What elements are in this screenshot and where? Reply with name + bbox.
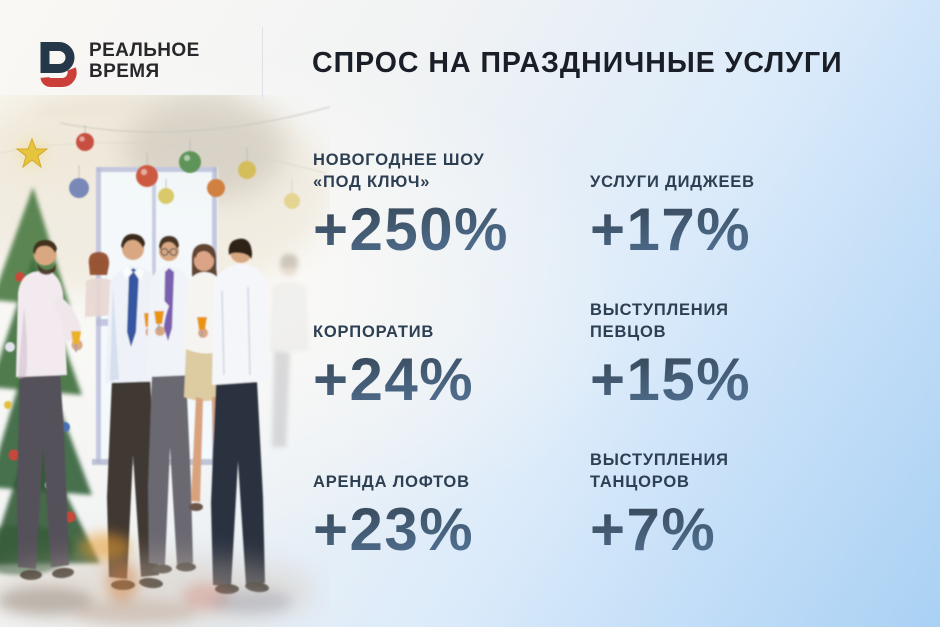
- garland: [0, 106, 330, 209]
- stat-value: +17%: [590, 196, 752, 263]
- stat-label: НОВОГОДНЕЕ ШОУ «ПОД КЛЮЧ»: [313, 151, 485, 192]
- stats-grid: НОВОГОДНЕЕ ШОУ «ПОД КЛЮЧ» +250% УСЛУГИ Д…: [313, 108, 913, 563]
- stat-label: КОРПОРАТИВ: [313, 323, 435, 342]
- stat-value: +7%: [590, 496, 717, 563]
- person-back-man: [211, 238, 270, 594]
- floor-shadows: [0, 533, 315, 627]
- stat-value: +15%: [590, 346, 752, 413]
- person-faint: [269, 254, 309, 447]
- header-divider: [262, 27, 263, 99]
- realnoe-vremya-logo-icon: [40, 42, 77, 87]
- stat-card-novogodnee-shou: НОВОГОДНЕЕ ШОУ «ПОД КЛЮЧ» +250%: [313, 108, 590, 263]
- stat-card-korporativ: КОРПОРАТИВ +24%: [313, 258, 590, 413]
- header: РЕАЛЬНОЕ ВРЕМЯ СПРОС НА ПРАЗДНИЧНЫЕ УСЛУ…: [0, 0, 940, 110]
- stat-label: ВЫСТУПЛЕНИЯ ТАНЦОРОВ: [590, 451, 729, 492]
- person-bearded-man: [16, 240, 83, 580]
- stat-label: УСЛУГИ ДИДЖЕЕВ: [590, 173, 755, 192]
- stat-value: +250%: [313, 196, 509, 263]
- page-title: СПРОС НА ПРАЗДНИЧНЫЕ УСЛУГИ: [312, 47, 843, 79]
- stat-label: ВЫСТУПЛЕНИЯ ПЕВЦОВ: [590, 301, 729, 342]
- stat-value: +23%: [313, 496, 475, 563]
- person-glasses-man: [146, 236, 196, 574]
- stat-card-vystupleniya-pevtsov: ВЫСТУПЛЕНИЯ ПЕВЦОВ +15%: [590, 258, 900, 413]
- stat-label: АРЕНДА ЛОФТОВ: [313, 473, 470, 492]
- stat-card-uslugi-didzheev: УСЛУГИ ДИДЖЕЕВ +17%: [590, 108, 900, 263]
- stat-card-vystupleniya-tantsorov: ВЫСТУПЛЕНИЯ ТАНЦОРОВ +7%: [590, 408, 900, 563]
- person-background-woman: [85, 252, 115, 317]
- brand-name: РЕАЛЬНОЕ ВРЕМЯ: [89, 40, 200, 82]
- party-watercolor-illustration: [0, 95, 330, 627]
- stat-card-arenda-loftov: АРЕНДА ЛОФТОВ +23%: [313, 408, 590, 563]
- stat-value: +24%: [313, 346, 475, 413]
- party-people: [16, 233, 309, 594]
- brand-logo: РЕАЛЬНОЕ ВРЕМЯ: [34, 37, 200, 87]
- tree-star-icon: [15, 137, 49, 169]
